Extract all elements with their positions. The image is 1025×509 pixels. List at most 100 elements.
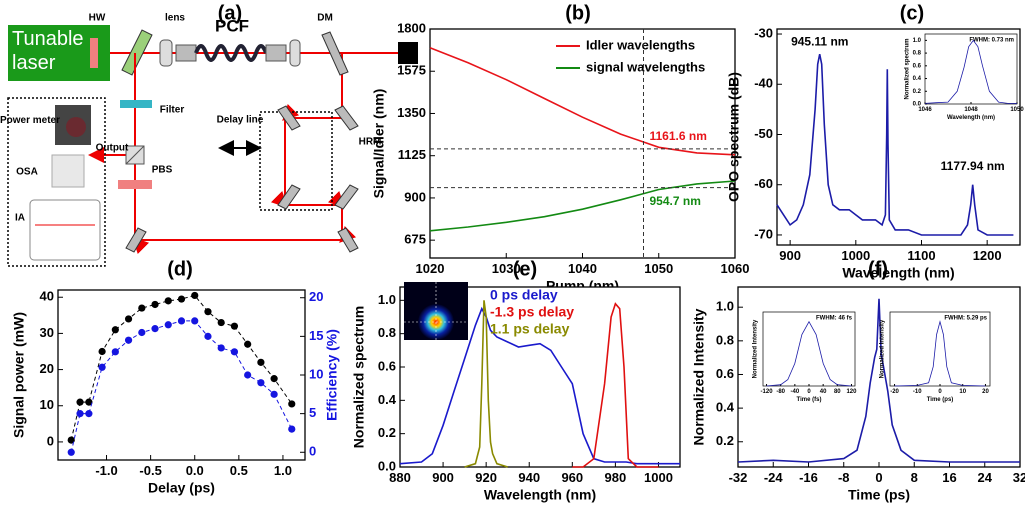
- hrm-label: HRM: [359, 137, 382, 148]
- beam: [110, 52, 343, 118]
- x-tick-label: 20: [982, 389, 989, 395]
- x-axis-label: Wavelength (nm): [947, 115, 995, 121]
- data-point: [244, 371, 252, 379]
- legend-label: signal wavelengths: [586, 59, 705, 74]
- x-axis-label: Delay (ps): [148, 479, 215, 495]
- hr-mirror: [277, 184, 301, 210]
- x-tick-label: 32: [1013, 470, 1025, 485]
- hr-mirror: [334, 184, 359, 210]
- x-tick-label: 940: [518, 470, 540, 485]
- laser-label: Tunable laser: [12, 28, 84, 74]
- data-point: [98, 363, 106, 371]
- data-point: [151, 300, 159, 309]
- y-tick-label: 0.2: [716, 433, 734, 448]
- x-axis-label: Time (fs): [797, 397, 822, 403]
- legend-label: 1.1 ps delay: [490, 321, 570, 337]
- legend-label: Idler wavelengths: [586, 37, 695, 52]
- x-tick-label: 1046: [918, 107, 932, 113]
- coupler: [265, 44, 287, 62]
- chart: -120 -80 -40 0 40 80 120 Time (fs) Normalized In…: [753, 311, 857, 403]
- hw-label: HW: [89, 13, 106, 24]
- data-point: [257, 379, 265, 387]
- hr-mirror: [334, 105, 359, 131]
- y-tick-label: 1.0: [913, 38, 922, 44]
- legend-label: -1.3 ps delay: [490, 304, 574, 320]
- hr-mirror: [125, 227, 147, 253]
- ia: [29, 199, 101, 261]
- delay-label: Delay line: [217, 115, 264, 126]
- pbs: [125, 145, 145, 165]
- x-axis-label: Wavelength (nm): [484, 486, 596, 502]
- x-tick-label: -16: [799, 470, 818, 485]
- y2-tick-label: 0: [309, 444, 316, 459]
- data-point: [138, 328, 146, 337]
- pbs-label: PBS: [152, 165, 173, 176]
- y-tick-label: 1.0: [378, 292, 396, 307]
- x-tick-label: 1060: [721, 261, 750, 276]
- data-point: [177, 295, 186, 303]
- data-point: [98, 347, 106, 356]
- dm-label: DM: [317, 13, 333, 24]
- chart-title: (c): [900, 2, 924, 24]
- y-tick-label: 1350: [397, 105, 426, 120]
- filter: [120, 100, 152, 108]
- delay-stage: [259, 111, 333, 211]
- x-tick-label: 900: [779, 248, 801, 263]
- x-tick-label: 900: [432, 470, 454, 485]
- fwhm-note: FWHM: 46 fs: [816, 316, 853, 322]
- data-point: [138, 304, 146, 312]
- y-tick-label: -50: [754, 126, 773, 141]
- y-tick-label: 1575: [397, 63, 426, 78]
- pm-text: Power meter: [0, 115, 60, 126]
- x-tick-label: 80: [834, 389, 841, 395]
- lens-label: lens: [165, 13, 185, 24]
- y-axis-label: Signal power (mW): [11, 312, 27, 438]
- dichroic-mirror: [321, 31, 349, 76]
- y-tick-label: 0.2: [378, 425, 396, 440]
- x-tick-label: 8: [911, 470, 918, 485]
- data-point: [124, 315, 133, 323]
- half-wave-plate: [90, 38, 98, 68]
- y-tick-label: -40: [754, 76, 773, 91]
- x-tick-label: -20: [890, 389, 899, 395]
- x-tick-label: 980: [605, 470, 627, 485]
- hr-mirror: [277, 105, 301, 131]
- x-tick-label: 1050: [644, 261, 673, 276]
- data-point: [204, 332, 212, 340]
- y-tick-label: 1800: [397, 20, 426, 35]
- x-tick-label: 1040: [568, 261, 597, 276]
- filter-label: Filter: [160, 105, 185, 116]
- data-point: [230, 348, 239, 356]
- x-tick-label: 16: [942, 470, 956, 485]
- x-tick-label: 1000: [841, 248, 870, 263]
- data-point: [230, 322, 239, 330]
- y-tick-label: 10: [40, 397, 54, 412]
- y-tick-label: -70: [754, 226, 773, 241]
- y-tick-label: 20: [40, 361, 54, 376]
- y-tick-label: 0.6: [716, 366, 734, 381]
- power-meter-label: Power meter: [0, 115, 60, 126]
- y-tick-label: 0.2: [913, 89, 922, 95]
- data-point: [177, 317, 186, 325]
- y-axis-label: Signal/Idler (nm): [371, 89, 387, 199]
- plot-frame: [889, 311, 991, 387]
- y-axis-label: Normalized Intensity: [691, 308, 707, 445]
- x-tick-label: 1020: [416, 261, 445, 276]
- y-axis-label: Normalized Intensity: [880, 319, 886, 378]
- y-tick-label: 0: [47, 433, 54, 448]
- y-tick-label: 0.4: [716, 400, 735, 415]
- x-axis-label: Time (ps): [927, 397, 954, 403]
- chart-title: (f): [868, 258, 888, 280]
- x-tick-label: 10: [959, 389, 966, 395]
- panel-title: (a): [218, 2, 242, 24]
- ia-label: IA: [15, 213, 25, 224]
- data-point: [257, 358, 265, 366]
- data-point: [288, 400, 296, 408]
- chart-title: (b): [565, 2, 591, 24]
- annotation: 1161.6 nm: [650, 129, 707, 143]
- plot-frame: [762, 311, 856, 387]
- x-tick-label: -24: [764, 470, 784, 485]
- chart: -20 -10 0 10 20 Time (ps) Normalized Intensity…: [880, 311, 991, 403]
